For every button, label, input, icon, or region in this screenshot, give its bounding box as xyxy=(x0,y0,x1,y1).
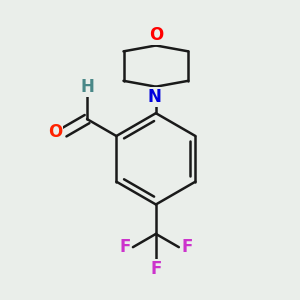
Text: F: F xyxy=(119,238,130,256)
Text: O: O xyxy=(48,123,62,141)
Text: F: F xyxy=(150,260,162,278)
Text: H: H xyxy=(80,78,94,96)
Text: O: O xyxy=(149,26,163,44)
Text: F: F xyxy=(182,238,193,256)
Text: N: N xyxy=(148,88,161,106)
